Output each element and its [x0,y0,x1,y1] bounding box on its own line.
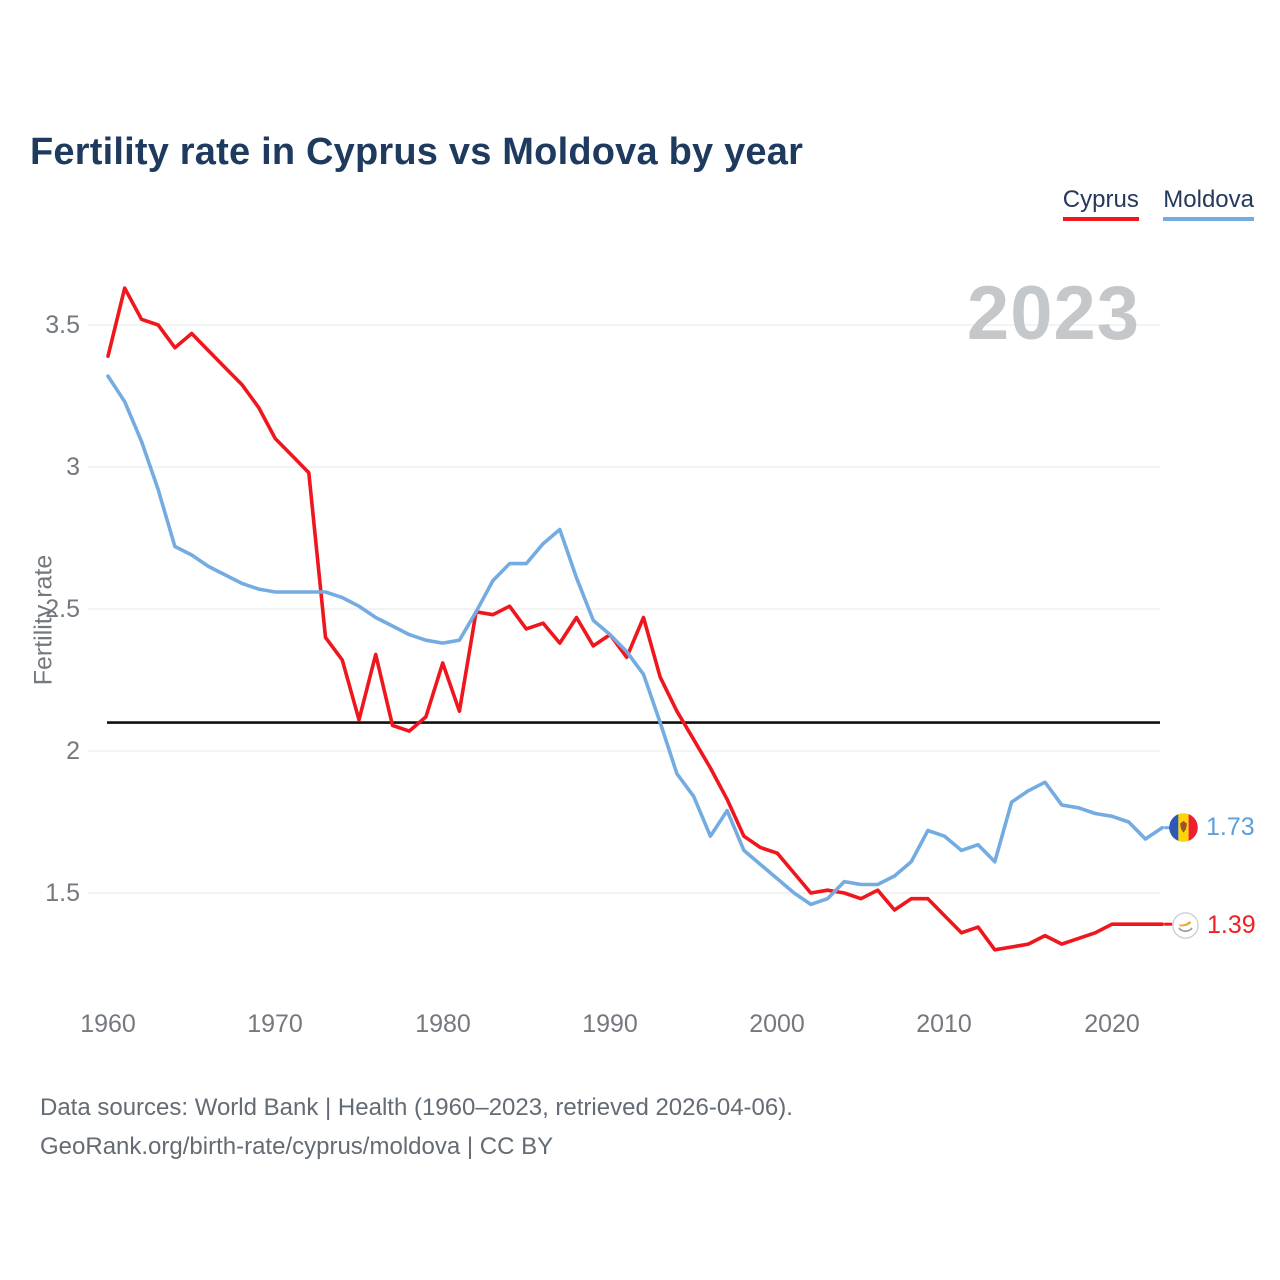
source-line-2: GeoRank.org/birth-rate/cyprus/moldova | … [40,1133,554,1160]
y-tick-label: 2 [66,737,80,765]
legend-item-moldova[interactable]: Moldova [1163,186,1254,221]
cyprus-flag-icon [1172,912,1199,939]
moldova-end-value: 1.73 [1206,813,1255,841]
x-tick-label: 1960 [80,1010,136,1038]
x-tick-label: 1970 [247,1010,303,1038]
moldova-series-line[interactable] [106,374,1164,907]
source-line-1: Data sources: World Bank | Health (1960–… [40,1094,793,1121]
y-tick-label: 3 [66,453,80,481]
cyprus-end-value: 1.39 [1207,911,1256,939]
x-tick-label: 1990 [582,1010,638,1038]
legend: Cyprus Moldova [1043,186,1254,221]
moldova-flag-icon [1169,813,1198,842]
moldova-end-label: 1.73 [1168,812,1255,843]
y-tick-label: 3.5 [45,311,80,339]
watermark-year: 2023 [966,271,1140,356]
cyprus-end-label: 1.39 [1172,911,1256,940]
x-tick-label: 2010 [916,1010,972,1038]
y-tick-label: 1.5 [45,879,80,907]
page-title: Fertility rate in Cyprus vs Moldova by y… [30,131,804,174]
x-tick-label: 2020 [1084,1010,1140,1038]
cyprus-series-line[interactable] [106,286,1164,952]
x-tick-label: 2000 [749,1010,805,1038]
legend-item-cyprus[interactable]: Cyprus [1062,186,1139,221]
x-tick-label: 1980 [415,1010,471,1038]
source-attribution: Data sources: World Bank | Health (1960–… [40,1088,793,1166]
y-tick-label: 2.5 [45,595,80,623]
